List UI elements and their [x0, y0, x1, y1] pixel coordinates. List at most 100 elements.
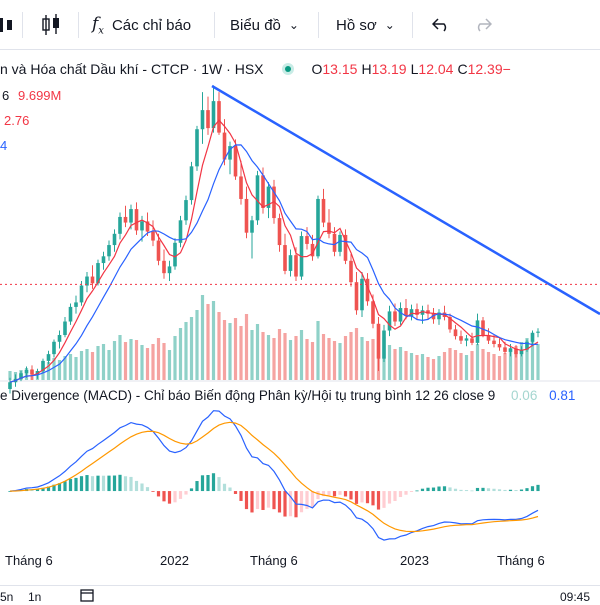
histogram-bar: [305, 491, 309, 509]
candle-body: [316, 198, 320, 257]
range-5y-button[interactable]: 5n: [0, 590, 14, 604]
calendar-icon[interactable]: [80, 588, 94, 605]
macd-value-1: 0.06: [511, 388, 538, 403]
candle-body: [459, 336, 463, 341]
volume-bar: [409, 353, 414, 380]
volume-legend-edge: 6: [2, 88, 10, 103]
clock-time: 09:45: [560, 590, 591, 604]
close-value: 12.39: [467, 61, 503, 77]
time-axis-label: Tháng 6: [250, 553, 298, 568]
chevron-down-icon: ⌄: [384, 18, 395, 32]
histogram-bar: [497, 489, 502, 492]
histogram-bar: [123, 476, 128, 492]
volume-bar: [244, 314, 249, 380]
histogram-bar: [486, 488, 491, 492]
chevron-down-icon: ⌄: [288, 18, 299, 32]
histogram-bar: [310, 491, 315, 508]
volume-value: 9.699M: [18, 88, 62, 103]
candle-body: [134, 209, 139, 231]
volume-bar: [178, 328, 183, 380]
volume-bar: [514, 346, 518, 380]
histogram-bar: [371, 491, 375, 506]
candle-body: [167, 266, 172, 274]
candle-body: [19, 373, 23, 379]
volume-bar: [442, 352, 447, 380]
candle-body: [46, 354, 51, 361]
volume-bar: [272, 338, 276, 380]
volume-bar: [162, 343, 166, 380]
volume-bar: [486, 352, 491, 380]
candle-body: [431, 313, 436, 320]
candle-body: [283, 245, 287, 271]
close-label: C: [457, 61, 468, 77]
redo-icon[interactable]: [474, 9, 492, 41]
histogram-bar: [514, 490, 518, 492]
volume-bar: [233, 318, 238, 380]
candle-body: [129, 209, 133, 223]
histogram-bar: [266, 491, 271, 508]
symbol-title[interactable]: n và Hóa chất Dầu khí - CTCP · 1W · HSX: [0, 61, 264, 77]
candle-body: [200, 110, 205, 130]
volume-bar: [107, 350, 111, 380]
candle-body: [112, 233, 117, 246]
candle-body: [332, 233, 337, 252]
profile-label: Hồ sơ: [336, 16, 377, 34]
histogram-bar: [387, 491, 392, 504]
histogram-bar: [46, 486, 51, 492]
volume-bar: [123, 342, 128, 380]
volume-bar: [288, 340, 293, 380]
macd-legend: e Divergence (MACD) - Chỉ báo Biến động …: [0, 388, 575, 408]
candle-body: [250, 220, 254, 233]
candle-body: [349, 260, 353, 283]
candle-body: [277, 218, 282, 246]
candle-body: [338, 234, 342, 252]
time-axis-label: 2023: [400, 553, 429, 568]
macd-line: [9, 410, 539, 541]
ma-value: 2.76: [4, 113, 30, 128]
volume-bar: [63, 356, 67, 380]
volume-bar: [393, 349, 397, 380]
time-axis[interactable]: Tháng 6 2022 Tháng 6 2023 Tháng 6: [0, 553, 600, 573]
candle-body: [497, 344, 502, 348]
menu-handle-icon[interactable]: [0, 9, 22, 41]
histogram-bar: [239, 491, 243, 501]
histogram-bar: [492, 488, 496, 492]
volume-bar: [261, 332, 265, 380]
candle-body: [376, 323, 381, 359]
histogram-bar: [79, 476, 84, 492]
candle-body: [354, 282, 359, 311]
candle-body: [327, 222, 331, 234]
volume-bar: [398, 347, 403, 380]
macd-value-2: 0.81: [549, 388, 576, 403]
profile-button[interactable]: Hồ sơ ⌄: [336, 9, 395, 41]
range-1y-button[interactable]: 1n: [28, 590, 42, 604]
macd-title[interactable]: e Divergence (MACD) - Chỉ báo Biến động …: [0, 388, 496, 403]
histogram-bar: [162, 491, 166, 502]
candle-body: [437, 312, 441, 320]
volume-bar: [74, 357, 78, 380]
candle-body: [118, 216, 122, 234]
volume-bar: [371, 339, 375, 380]
candle-body: [255, 175, 260, 221]
volume-bar: [156, 338, 161, 380]
histogram-bar: [90, 476, 95, 492]
undo-icon[interactable]: [432, 9, 450, 41]
histogram-bar: [503, 489, 507, 492]
histogram-bar: [431, 487, 436, 492]
candlestick-type-icon[interactable]: [40, 9, 66, 41]
volume-bar: [294, 336, 298, 380]
histogram-bar: [354, 491, 359, 504]
candle-body: [486, 335, 491, 341]
ma-fast-line: [9, 119, 539, 383]
layout-button[interactable]: Biểu đồ ⌄: [230, 9, 299, 41]
volume-bar: [475, 344, 480, 380]
histogram-bar: [118, 474, 122, 492]
trendline-drawing[interactable]: [211, 84, 600, 316]
histogram-bar: [129, 476, 133, 492]
indicators-button[interactable]: fx Các chỉ báo: [92, 9, 191, 41]
histogram-bar: [459, 489, 463, 492]
time-axis-label: 2022: [160, 553, 189, 568]
candle-body: [475, 320, 480, 343]
indicators-label: Các chỉ báo: [111, 16, 192, 34]
